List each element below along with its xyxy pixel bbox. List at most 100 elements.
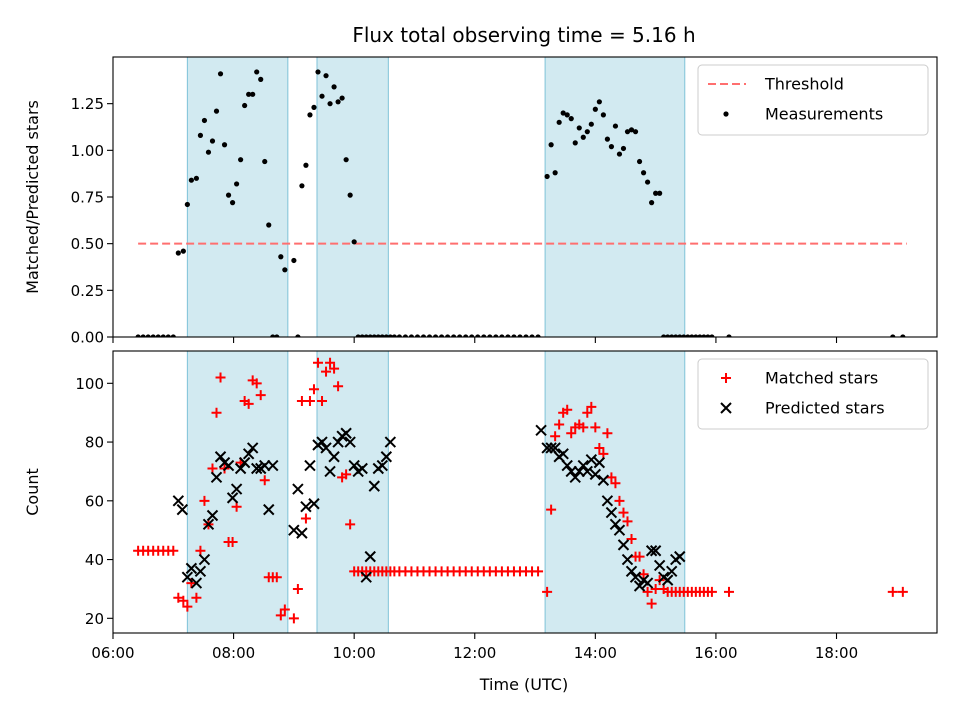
measurement-point	[726, 334, 732, 337]
matched-star-point	[542, 586, 553, 597]
measurement-point	[165, 334, 171, 337]
measurement-point	[327, 101, 333, 107]
predicted-star-point	[585, 453, 598, 466]
measurement-point	[624, 129, 631, 135]
matched-star-point	[191, 592, 202, 603]
measurement-point	[221, 142, 228, 148]
measurement-point	[669, 334, 675, 337]
measurement-point	[201, 117, 208, 124]
y-axis-label: Matched/Predicted stars	[23, 100, 42, 294]
predicted-star-point	[629, 571, 642, 583]
matched-star-point	[550, 431, 561, 442]
predicted-star-point	[649, 545, 662, 557]
measurement-point	[572, 140, 578, 146]
measurement-point	[588, 121, 594, 127]
x-tick-label: 18:00	[815, 644, 858, 662]
matched-star-point	[566, 428, 577, 439]
measurement-point	[254, 69, 260, 75]
observing-interval-span	[544, 351, 686, 633]
plot-area	[133, 351, 908, 633]
predicted-star-point	[300, 500, 312, 513]
matched-star-point	[207, 463, 218, 474]
measurement-point	[193, 175, 200, 181]
measurement-point	[135, 334, 141, 337]
measurement-point	[644, 179, 651, 185]
matched-star-point	[594, 442, 605, 453]
measurement-point	[383, 334, 389, 337]
matched-star-point	[606, 472, 617, 483]
matched-star-point	[308, 384, 319, 395]
matched-star-point	[618, 507, 629, 518]
matched-star-point	[626, 534, 637, 544]
measurement-point	[170, 334, 176, 337]
predicted-star-point	[597, 474, 610, 486]
measurement-point	[225, 192, 232, 198]
measurement-point	[552, 170, 558, 176]
matched-star-point	[578, 422, 589, 433]
matched-star-point	[329, 363, 340, 374]
measurement-point	[493, 334, 499, 337]
measurement-point	[315, 69, 321, 75]
predicted-star-point	[263, 503, 275, 516]
predicted-star-point	[328, 451, 340, 463]
legend-box	[697, 358, 929, 430]
measurement-point	[180, 248, 186, 254]
predicted-star-point	[332, 436, 344, 448]
measurement-point	[295, 334, 301, 337]
predicted-star-point	[605, 506, 618, 519]
observing-interval-span	[186, 351, 289, 633]
measurement-point	[274, 334, 280, 337]
matched-star-point	[173, 592, 184, 603]
x-tick-label: 10:00	[333, 644, 376, 662]
measurement-point	[689, 334, 695, 337]
measurement-point	[529, 334, 535, 337]
predicted-star-point	[172, 495, 185, 507]
predicted-star-point	[666, 565, 678, 578]
measurement-point	[548, 142, 554, 148]
measurement-point	[258, 76, 264, 82]
x-tick-label: 14:00	[574, 644, 617, 662]
matched-star-point	[341, 469, 352, 480]
predicted-star-point	[202, 518, 215, 531]
matched-star-point	[586, 401, 597, 412]
bottom-panel: 20 40 60 80 100 06:00 08:00 10:00 12:00 14:00 16:0…	[23, 350, 938, 662]
legend-label: Measurements	[765, 105, 883, 124]
y-tick-label: 0.75	[71, 189, 104, 207]
predicted-star-point	[250, 462, 263, 475]
matched-star-point	[642, 586, 653, 597]
measurement-point	[673, 334, 679, 337]
matched-star-point	[533, 566, 544, 577]
measurement-point	[900, 334, 906, 337]
axes-frame	[112, 350, 938, 634]
predicted-star-point	[613, 524, 626, 536]
predicted-star-point	[653, 559, 666, 572]
matched-star-point	[562, 404, 573, 415]
measurement-point	[600, 112, 606, 118]
measurement-point	[250, 91, 256, 97]
measurement-point	[347, 192, 353, 198]
measurement-point	[299, 183, 305, 189]
predicted-star-point	[364, 550, 376, 563]
matched-star-point	[554, 419, 565, 430]
chart-title: Flux total observing time = 5.16 h	[352, 23, 695, 47]
measurement-point	[560, 110, 566, 116]
measurement-point	[657, 190, 663, 196]
y-tick-label: 0.25	[71, 282, 104, 300]
measurement-point	[242, 102, 248, 109]
measurement-point	[481, 334, 487, 337]
measurement-point	[445, 334, 451, 337]
matched-star-point	[292, 583, 303, 594]
predicted-star-point	[230, 483, 243, 495]
predicted-star-point	[344, 436, 356, 448]
predicted-star-point	[185, 562, 198, 575]
measurement-point	[371, 334, 377, 337]
measurement-point	[355, 334, 361, 337]
measurement-point	[351, 239, 357, 245]
predicted-star-point	[569, 471, 581, 484]
matched-star-point	[300, 513, 311, 524]
predicted-star-point	[340, 427, 352, 439]
measurement-point	[665, 334, 671, 337]
predicted-star-point	[288, 524, 300, 536]
predicted-star-point	[617, 539, 630, 551]
